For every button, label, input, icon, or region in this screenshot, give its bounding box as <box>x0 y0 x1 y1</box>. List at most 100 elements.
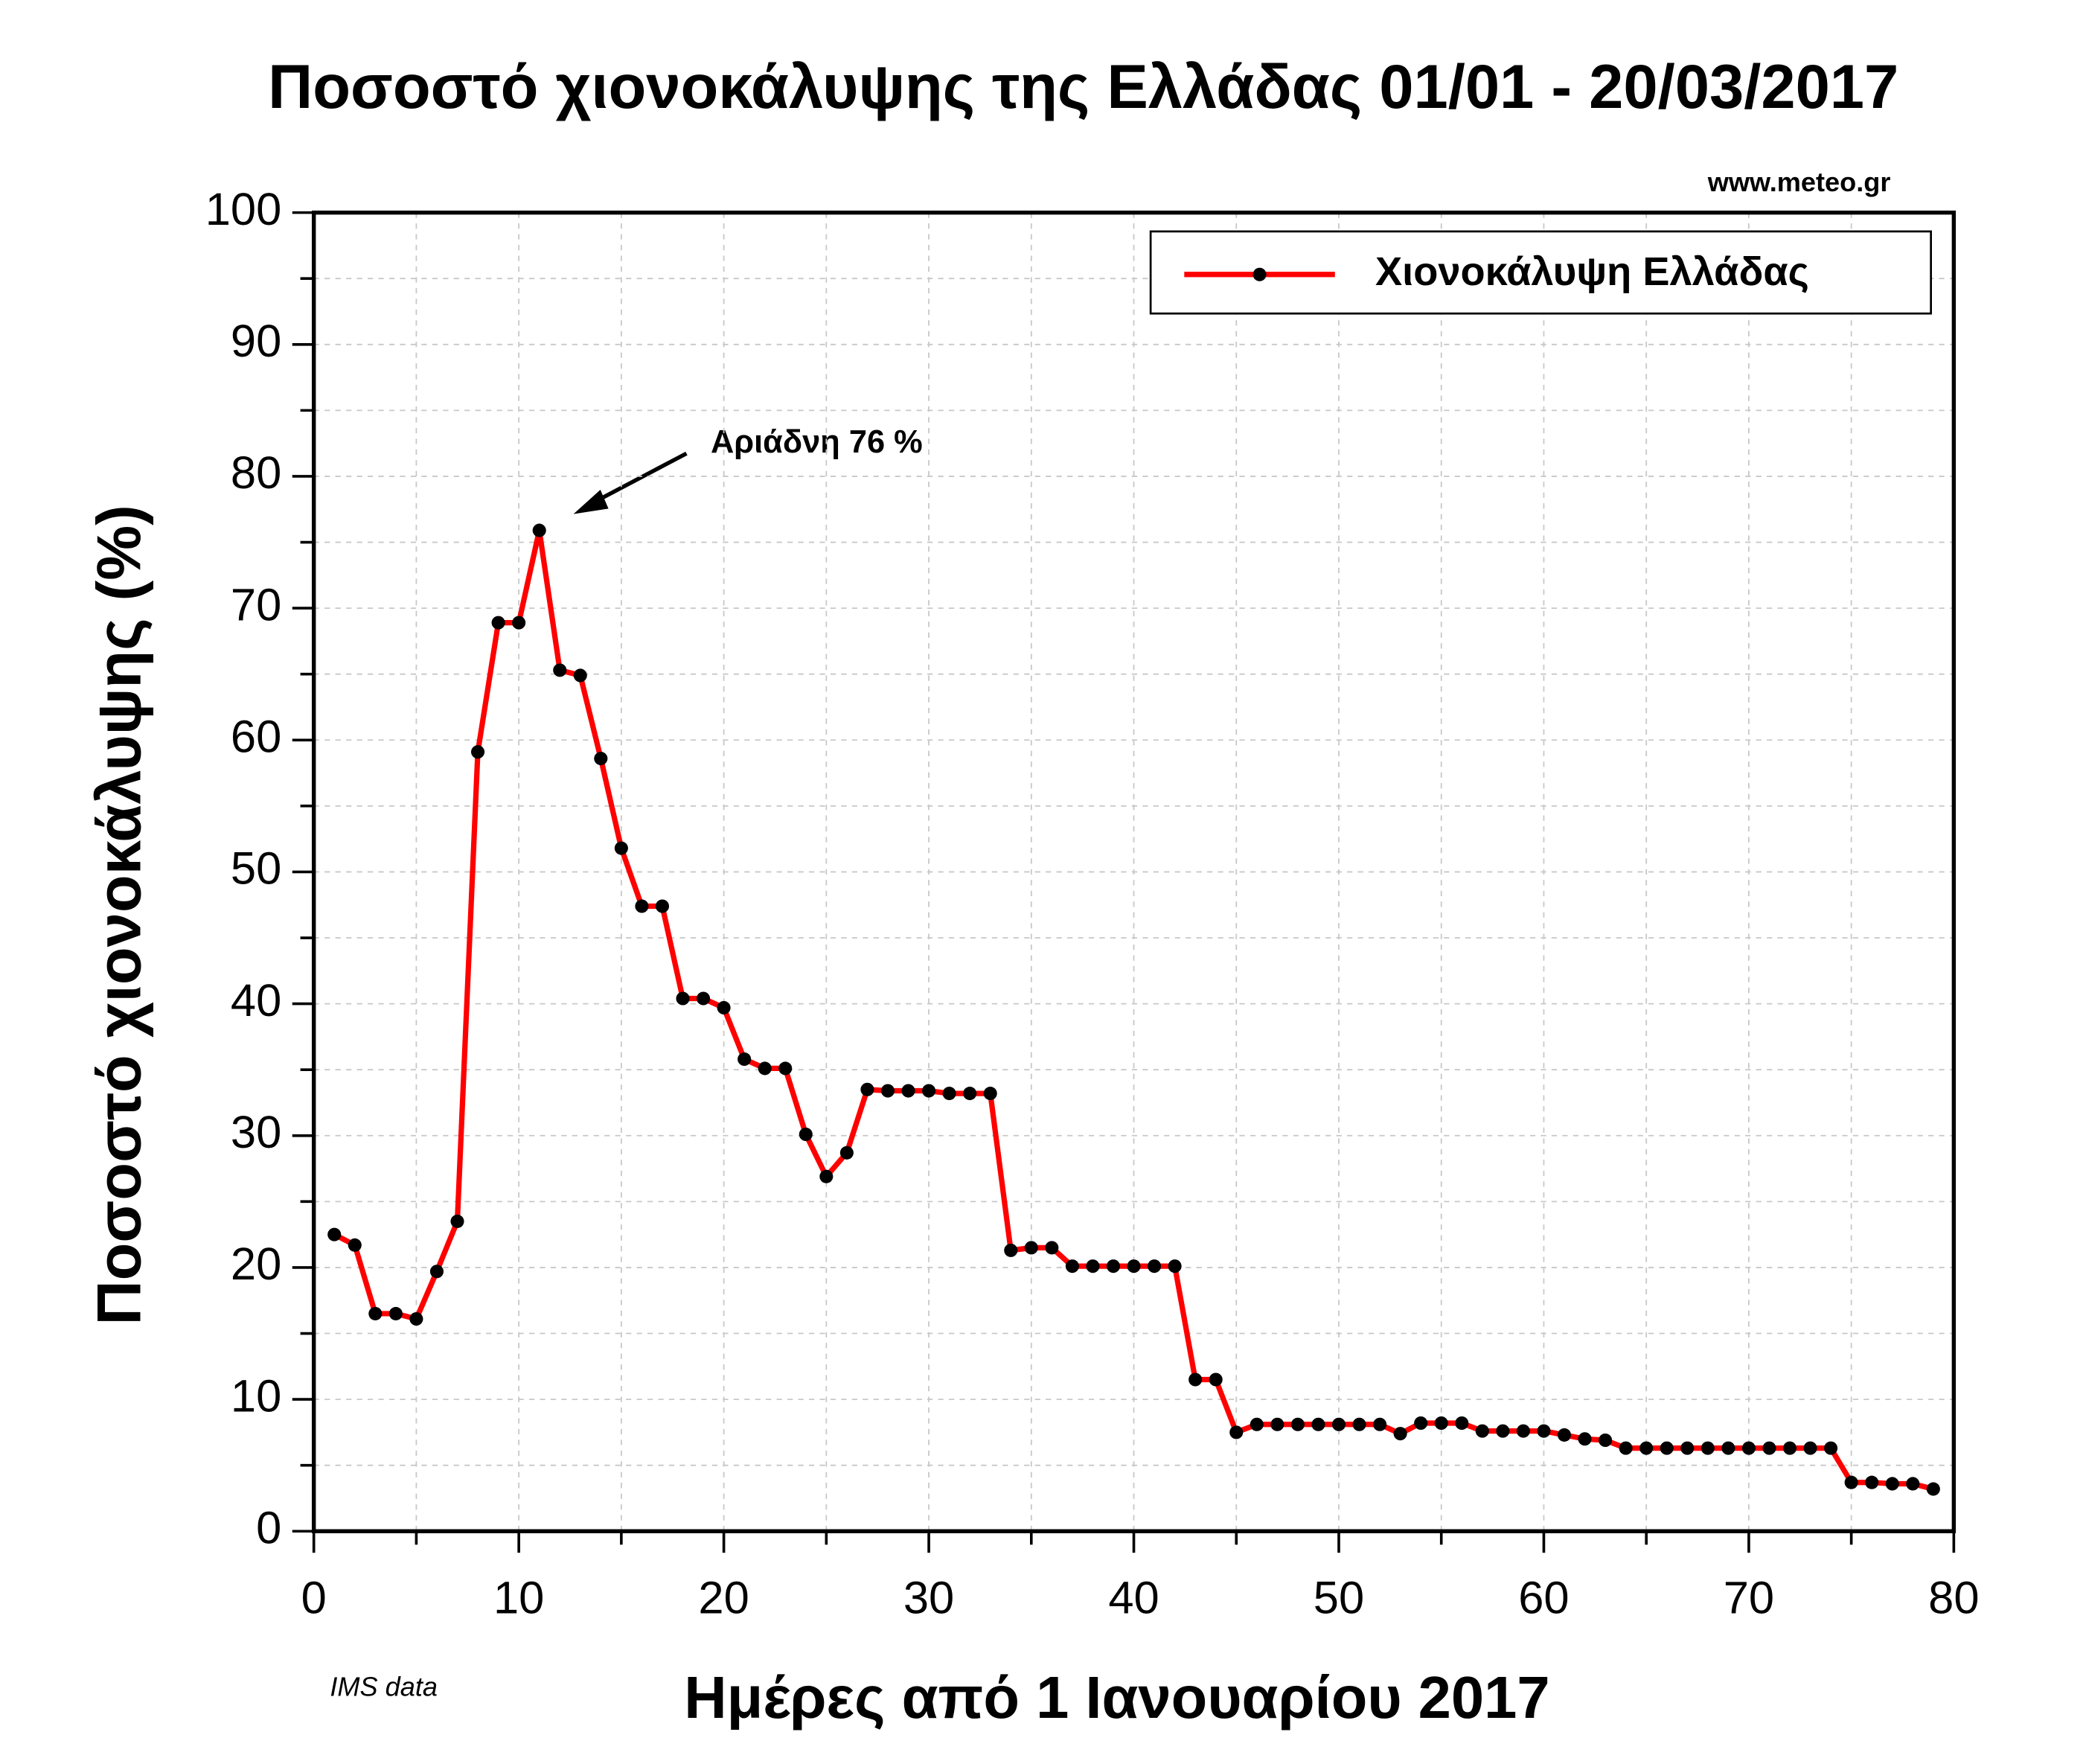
x-tick-label: 60 <box>1518 1572 1569 1623</box>
x-axis-label: Ημέρες από 1 Ιανουαρίου 2017 <box>684 1664 1549 1731</box>
data-point <box>901 1084 915 1098</box>
data-point <box>1352 1417 1366 1431</box>
data-point <box>348 1238 362 1252</box>
legend-marker <box>1252 267 1267 281</box>
y-tick-label: 30 <box>231 1107 281 1158</box>
data-point <box>1455 1416 1469 1431</box>
data-point <box>409 1311 423 1326</box>
data-point <box>532 523 546 537</box>
y-tick-label: 50 <box>231 843 281 895</box>
data-point <box>1803 1441 1817 1455</box>
y-tick-label: 70 <box>231 579 281 630</box>
y-tick-label: 100 <box>205 184 282 235</box>
data-point <box>1906 1477 1920 1491</box>
y-tick-label: 40 <box>231 975 281 1026</box>
data-point <box>1393 1427 1407 1441</box>
data-point <box>573 668 587 683</box>
data-point <box>1599 1433 1613 1448</box>
data-point <box>1209 1372 1223 1387</box>
data-point <box>1331 1417 1346 1431</box>
data-point <box>450 1214 464 1228</box>
data-point <box>1188 1372 1203 1387</box>
x-tick-label: 40 <box>1108 1572 1159 1623</box>
data-point <box>553 663 567 677</box>
data-point <box>368 1306 383 1320</box>
data-point <box>1639 1441 1654 1455</box>
data-point <box>1844 1475 1858 1489</box>
data-point <box>1741 1441 1756 1455</box>
data-point <box>512 616 526 630</box>
data-point <box>1865 1475 1879 1489</box>
data-point <box>1148 1259 1162 1274</box>
data-point <box>697 991 711 1006</box>
source: www.meteo.gr <box>1707 167 1891 197</box>
x-tick-label: 70 <box>1724 1572 1774 1623</box>
data-point <box>1557 1428 1572 1442</box>
data-point <box>1086 1259 1100 1274</box>
data-point <box>1373 1417 1387 1431</box>
y-tick-label: 20 <box>231 1239 281 1290</box>
data-point <box>1270 1417 1284 1431</box>
data-point <box>758 1061 772 1076</box>
data-point <box>655 899 670 913</box>
data-point <box>1926 1482 1940 1496</box>
data-point <box>839 1145 854 1160</box>
data-point <box>983 1087 997 1101</box>
data-point <box>1701 1441 1715 1455</box>
x-tick-label: 50 <box>1314 1572 1364 1623</box>
data-point <box>471 745 485 759</box>
data-point <box>1619 1441 1633 1455</box>
data-point <box>1578 1432 1592 1446</box>
data-point <box>1004 1243 1018 1257</box>
data-point <box>778 1061 793 1076</box>
y-axis-label: Ποσοστό χιονοκάλυψης (%) <box>85 505 154 1325</box>
data-point <box>1168 1259 1182 1274</box>
data-point <box>1434 1416 1448 1431</box>
data-point <box>594 752 608 766</box>
data-point <box>717 1000 731 1014</box>
data-point <box>1250 1417 1264 1431</box>
data-point <box>1824 1441 1838 1455</box>
y-tick-label: 10 <box>231 1370 281 1422</box>
data-point <box>1782 1441 1797 1455</box>
data-point <box>1127 1259 1141 1274</box>
data-point <box>1290 1417 1305 1431</box>
note: IMS data <box>330 1671 438 1701</box>
annotation: Αριάδνη 76 % <box>711 424 923 460</box>
data-point <box>942 1087 956 1101</box>
data-point <box>799 1127 813 1142</box>
data-point <box>1721 1441 1735 1455</box>
data-point <box>388 1306 403 1320</box>
chart-title: Ποσοστό χιονοκάλυψης της Ελλάδας 01/01 -… <box>268 52 1898 121</box>
data-point <box>1660 1441 1674 1455</box>
data-point <box>1537 1424 1551 1438</box>
data-point <box>1475 1424 1489 1438</box>
data-point <box>1680 1441 1695 1455</box>
x-tick-label: 20 <box>698 1572 749 1623</box>
data-point <box>738 1052 752 1067</box>
data-point <box>327 1227 342 1241</box>
data-point <box>1311 1417 1325 1431</box>
data-point <box>1065 1259 1079 1274</box>
data-point <box>880 1084 895 1098</box>
data-point <box>1024 1241 1038 1255</box>
x-tick-label: 80 <box>1928 1572 1979 1623</box>
plot-frame <box>311 210 1957 1533</box>
data-point <box>1045 1241 1059 1255</box>
data-point <box>491 616 505 630</box>
data-point <box>922 1084 936 1098</box>
data-point <box>1496 1424 1510 1438</box>
data-point <box>1414 1416 1428 1431</box>
data-point <box>963 1087 977 1101</box>
data-point <box>1516 1424 1530 1438</box>
x-tick-label: 30 <box>903 1572 954 1623</box>
data-point <box>429 1265 444 1279</box>
data-point <box>1885 1477 1899 1491</box>
data-point <box>676 991 690 1006</box>
data-point <box>860 1082 874 1096</box>
y-tick-label: 0 <box>256 1502 281 1553</box>
data-point <box>1762 1441 1776 1455</box>
data-point <box>614 841 628 855</box>
data-point <box>819 1169 834 1183</box>
